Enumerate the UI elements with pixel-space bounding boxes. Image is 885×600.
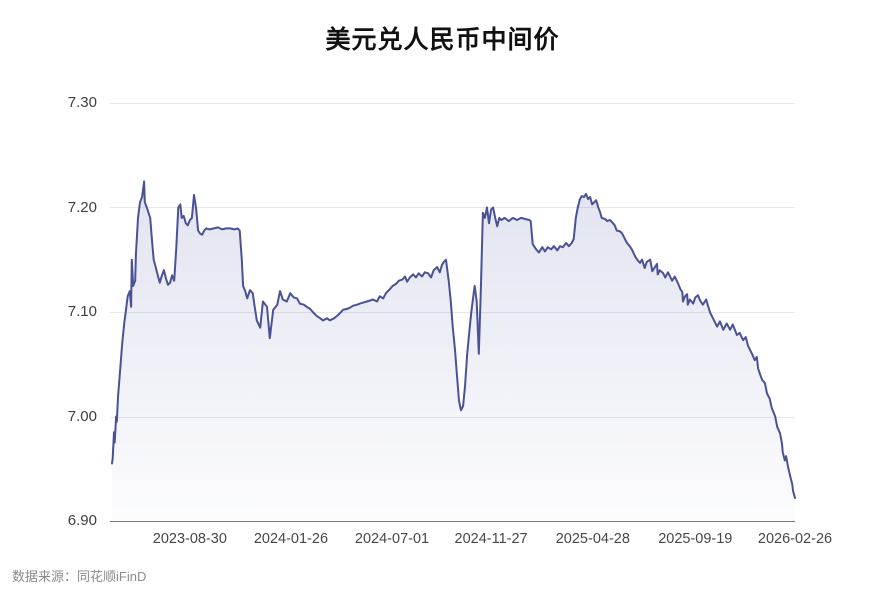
usd-cny-area-chart: [110, 103, 796, 522]
y-tick-label: 7.30: [67, 94, 97, 111]
price-line: [111, 180, 796, 499]
y-tick-label: 6.90: [67, 512, 97, 529]
chart-title: 美元兑人民币中间价: [325, 26, 560, 54]
source-note: 数据来源：同花顺iFinD: [12, 569, 147, 584]
x-tick-label: 2025-09-19: [658, 531, 733, 547]
y-tick-label: 7.20: [67, 198, 97, 216]
x-tick-label: 2024-07-01: [354, 531, 430, 547]
y-tick-label: 7.00: [67, 407, 97, 425]
x-tick-label: 2024-11-27: [454, 531, 528, 547]
x-tick-label: 2026-02-26: [757, 531, 833, 547]
y-tick-label: 7.10: [67, 303, 97, 320]
area-fill: [112, 181, 795, 521]
x-tick-label: 2025-04-28: [555, 531, 630, 547]
x-tick-label: 2024-01-26: [253, 531, 329, 547]
x-tick-label: 2023-08-30: [152, 531, 227, 547]
